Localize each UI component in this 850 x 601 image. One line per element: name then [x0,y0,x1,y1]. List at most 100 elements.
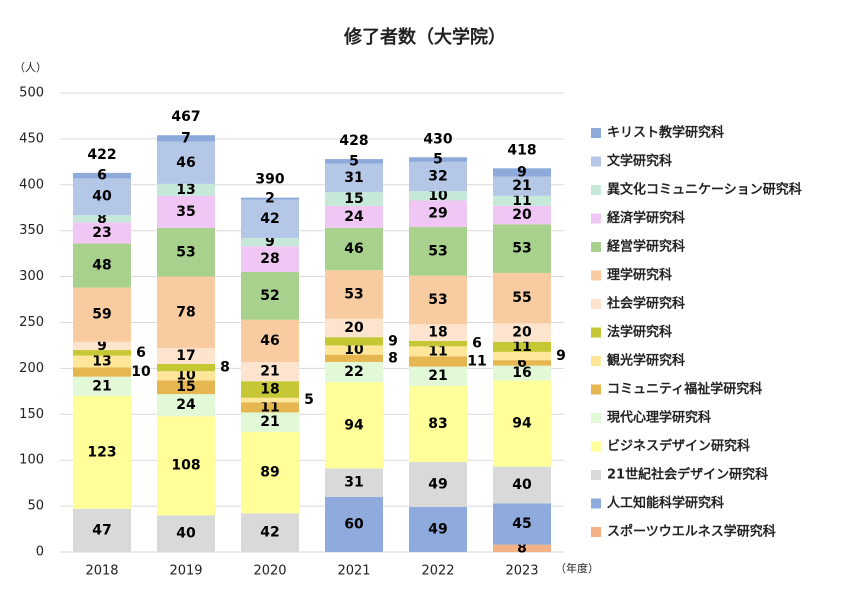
legend-swatch [591,242,601,252]
x-tick-label: 2018 [85,564,118,579]
legend-swatch [591,327,601,338]
bar-segment [157,363,215,372]
value-label: 2 [265,191,275,207]
value-label: 29 [428,206,447,222]
value-label: 11 [512,193,531,209]
value-label: 8 [517,540,527,556]
bar-segment [493,176,551,196]
bar-segment [73,341,131,351]
value-label: 35 [176,204,195,220]
bar-segment [157,141,215,184]
y-tick-label: 400 [19,177,44,192]
value-label: 94 [344,417,364,433]
bar-segment [493,380,551,467]
bar-segment [157,371,215,381]
value-label: 60 [344,516,364,532]
value-label: 59 [92,307,111,323]
y-tick-label: 350 [19,223,44,238]
value-label: 21 [260,414,279,430]
bar-segment [493,341,551,352]
y-unit: （人） [14,61,47,74]
bar-segment [157,416,215,516]
value-label: 53 [176,244,195,260]
x-tick-label: 2019 [169,564,202,579]
bar-segment [241,402,299,413]
total-label: 418 [507,142,536,158]
value-label: 18 [260,382,279,398]
bar-segment [409,385,467,463]
bar-segment [157,135,215,142]
legend-swatch [591,498,601,509]
legend-swatch [591,527,601,537]
bar-segment [241,197,299,200]
value-label: 21 [512,178,531,194]
legend-label: 社会学研究科 [606,296,685,312]
value-label: 47 [92,522,111,538]
x-tick-label: 2020 [253,564,286,579]
bar-segment [241,199,299,239]
bar-segment [409,340,467,347]
value-label: 11 [467,354,486,370]
value-label: 49 [428,522,447,538]
value-label: 5 [433,152,443,168]
value-label: 53 [428,243,447,259]
total-label: 430 [423,131,452,147]
value-label: 10 [131,364,151,380]
legend-label: 法学研究科 [607,324,672,340]
legend-label: 経営学研究科 [607,239,685,255]
y-tick-label: 100 [19,453,44,468]
bar-segment [409,366,467,386]
value-label: 20 [512,207,532,223]
bar-segment [409,157,467,162]
value-label: 13 [92,354,111,370]
legend-label: キリスト教学研究科 [607,125,724,141]
bar-segment [409,324,467,341]
bar-segment [73,178,131,216]
bar-segment [73,395,131,509]
legend-swatch [591,299,601,309]
total-label: 428 [339,133,368,149]
legend-label: 理学研究科 [607,267,672,283]
value-label: 15 [344,191,363,207]
bar-segment [241,272,299,320]
legend-swatch [591,470,601,480]
value-label: 48 [92,258,111,274]
value-label: 20 [344,320,364,336]
value-label: 53 [428,292,447,308]
total-label: 390 [255,172,284,188]
bar-segment [325,163,383,193]
bar-segment [409,191,467,201]
value-label: 18 [428,325,447,341]
value-label: 49 [428,477,447,493]
value-label: 9 [265,234,275,250]
bar-segment [157,348,215,364]
bar-segment [325,159,383,164]
value-label: 9 [388,333,398,349]
bar-segment [241,397,299,403]
value-label: 11 [512,339,531,355]
legend-swatch [591,413,601,423]
bar-segment [73,222,131,244]
bar-segment [241,412,299,432]
value-label: 17 [176,348,195,364]
x-tick-label: 2022 [421,564,454,579]
value-label: 9 [97,338,107,354]
value-label: 6 [136,345,146,361]
value-label: 11 [260,399,279,415]
bar-segment [325,382,383,469]
bar-segment [241,431,299,514]
value-label: 9 [517,164,527,180]
y-tick-label: 50 [27,499,44,514]
legend-label: 観光学研究科 [606,353,685,369]
value-label: 40 [92,189,112,205]
bar-segment [157,195,215,228]
bar-segment [493,544,551,552]
legend-swatch [591,270,601,281]
value-label: 53 [512,241,531,257]
bar-segment [325,354,383,362]
value-label: 24 [344,209,364,225]
bar-segment [325,337,383,346]
x-tick-label: 2023 [505,564,538,579]
legend-label: ビジネスデザイン研究科 [607,438,750,454]
legend-swatch [591,356,601,366]
